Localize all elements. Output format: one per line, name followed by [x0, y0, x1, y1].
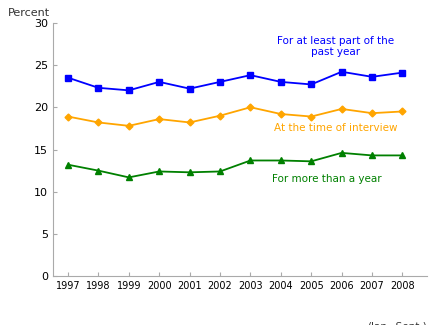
Text: (Jan.–Sept.): (Jan.–Sept.) [367, 322, 427, 325]
Text: Percent: Percent [8, 8, 50, 18]
Text: At the time of interview: At the time of interview [274, 124, 397, 133]
Text: For more than a year: For more than a year [271, 174, 381, 184]
Text: For at least part of the
past year: For at least part of the past year [277, 36, 394, 57]
